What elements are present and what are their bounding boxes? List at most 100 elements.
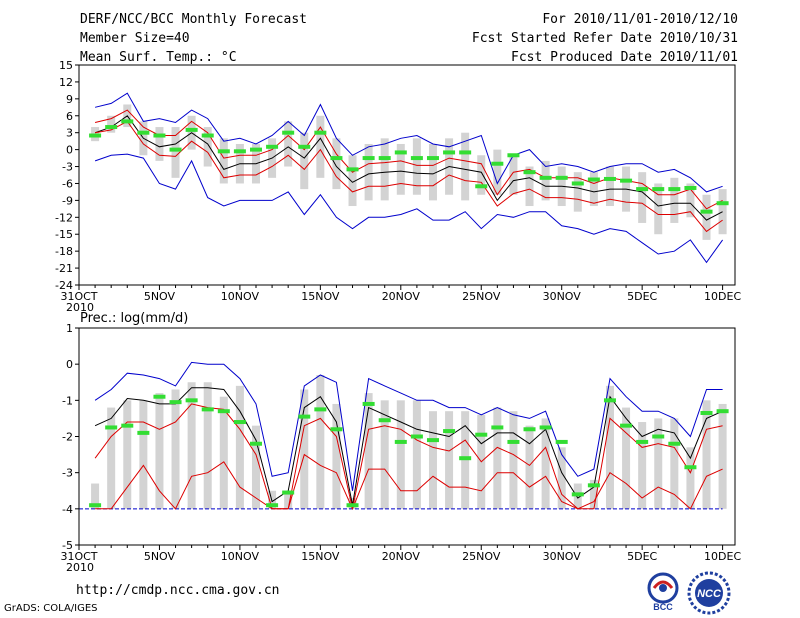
x-tick-label: 31OCT bbox=[60, 290, 97, 303]
observed-marker bbox=[137, 430, 150, 435]
observed-marker bbox=[555, 439, 568, 444]
grads-credit: GrADS: COLA/IGES bbox=[4, 603, 98, 614]
series-line-max bbox=[94, 361, 723, 491]
observed-marker bbox=[89, 503, 102, 508]
observed-marker bbox=[684, 465, 697, 470]
x-tick-label: 5NOV bbox=[144, 290, 176, 303]
y-tick-label: -6 bbox=[62, 177, 73, 190]
member-range-bar bbox=[412, 138, 421, 195]
member-range-bar bbox=[654, 418, 663, 509]
observed-marker bbox=[217, 409, 230, 414]
member-range-bar bbox=[284, 490, 293, 509]
observed-marker bbox=[652, 434, 665, 439]
source-url[interactable]: http://cmdp.ncc.cma.gov.cn bbox=[76, 583, 280, 598]
ncc-logo-text: NCC bbox=[697, 588, 722, 600]
observed-marker bbox=[555, 175, 568, 180]
x-tick-year-label: 2010 bbox=[66, 561, 94, 574]
member-range-bar bbox=[718, 403, 727, 509]
y-tick-label: 12 bbox=[59, 76, 73, 89]
x-tick-label: 25NOV bbox=[462, 550, 501, 563]
observed-marker bbox=[571, 492, 584, 497]
observed-marker bbox=[249, 147, 262, 152]
x-tick-label: 30NOV bbox=[543, 290, 582, 303]
observed-marker bbox=[523, 427, 536, 432]
observed-marker bbox=[153, 394, 166, 399]
y-tick-label: 1 bbox=[66, 322, 73, 335]
observed-marker bbox=[620, 178, 633, 183]
member-range-bar bbox=[573, 172, 582, 212]
member-range-bar bbox=[605, 385, 614, 509]
observed-marker bbox=[282, 490, 295, 495]
member-range-bar bbox=[332, 403, 341, 509]
observed-marker bbox=[620, 423, 633, 428]
y-tick-label: -9 bbox=[62, 194, 73, 207]
start-date-label: Fcst Started Refer Date 2010/10/31 bbox=[471, 31, 738, 46]
observed-marker bbox=[507, 439, 520, 444]
member-range-bar bbox=[364, 143, 373, 201]
member-range-bar bbox=[477, 155, 486, 195]
observed-marker bbox=[426, 438, 439, 443]
y-tick-label: -1 bbox=[62, 394, 73, 407]
x-tick-label: 10NOV bbox=[221, 550, 260, 563]
member-range-bar bbox=[686, 183, 695, 218]
member-range-bar bbox=[300, 389, 309, 509]
observed-marker bbox=[587, 177, 600, 182]
observed-marker bbox=[700, 209, 713, 214]
bcc-logo-text: BCC bbox=[653, 602, 673, 612]
observed-marker bbox=[201, 407, 214, 412]
observed-marker bbox=[298, 414, 311, 419]
member-range-bar bbox=[541, 160, 550, 201]
y-tick-label: 6 bbox=[66, 110, 73, 123]
y-tick-label: 15 bbox=[59, 59, 73, 72]
observed-marker bbox=[266, 503, 279, 508]
member-range-bar bbox=[300, 132, 309, 190]
observed-marker bbox=[201, 133, 214, 138]
series-line-lower bbox=[95, 120, 723, 233]
x-tick-label: 25NOV bbox=[462, 290, 501, 303]
member-range-bar bbox=[589, 172, 598, 207]
observed-marker bbox=[603, 398, 616, 403]
observed-marker bbox=[233, 149, 246, 154]
observed-marker bbox=[89, 133, 102, 138]
plot-frame bbox=[78, 64, 736, 286]
observed-marker bbox=[169, 400, 182, 405]
member-range-bar bbox=[348, 155, 357, 207]
member-size-label: Member Size=40 bbox=[80, 31, 190, 46]
bcc-logo-icon: BCC bbox=[647, 572, 679, 612]
y-tick-label: 0 bbox=[66, 144, 73, 157]
observed-marker bbox=[105, 425, 118, 430]
member-range-bar bbox=[605, 166, 614, 207]
observed-marker bbox=[105, 125, 118, 130]
observed-marker bbox=[217, 149, 230, 154]
forecast-period: For 2010/11/01-2010/12/10 bbox=[542, 12, 738, 27]
x-tick-label: 31OCT bbox=[60, 550, 97, 563]
observed-marker bbox=[443, 150, 456, 155]
member-range-bar bbox=[316, 115, 325, 178]
x-tick-label: 20NOV bbox=[382, 290, 421, 303]
y-tick-label: 3 bbox=[66, 127, 73, 140]
member-range-bar bbox=[718, 189, 727, 235]
observed-marker bbox=[523, 170, 536, 175]
y-tick-label: -15 bbox=[55, 228, 73, 241]
observed-marker bbox=[443, 429, 456, 434]
y-tick-label: 0 bbox=[66, 358, 73, 371]
member-range-bar bbox=[541, 418, 550, 509]
member-range-bar bbox=[686, 447, 695, 509]
observed-marker bbox=[603, 176, 616, 181]
member-range-bar bbox=[203, 382, 212, 509]
x-tick-label: 10DEC bbox=[704, 290, 741, 303]
x-tick-year-label: 2010 bbox=[66, 301, 94, 314]
member-range-bar bbox=[107, 407, 116, 509]
member-range-bar bbox=[219, 396, 228, 509]
observed-marker bbox=[266, 144, 279, 149]
observed-marker bbox=[153, 133, 166, 138]
series-line-mean bbox=[94, 387, 723, 506]
y-tick-label: -24 bbox=[55, 279, 73, 292]
observed-marker bbox=[185, 398, 198, 403]
ncc-logo-icon: NCC bbox=[687, 571, 731, 615]
observed-marker bbox=[298, 144, 311, 149]
x-tick-label: 5DEC bbox=[627, 290, 657, 303]
x-tick-label: 15NOV bbox=[301, 550, 340, 563]
